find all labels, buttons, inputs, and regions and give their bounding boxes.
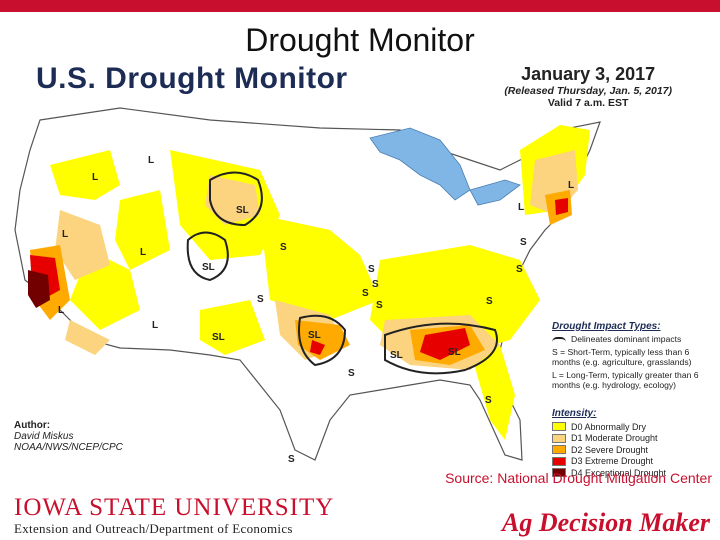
label-s: S: [368, 264, 375, 275]
d1-swatch: [552, 433, 566, 443]
label-sl: SL: [236, 205, 249, 216]
map-title: U.S. Drought Monitor: [36, 62, 348, 95]
label-s: S: [516, 264, 523, 275]
label-s: S: [376, 300, 383, 311]
impact-legend: Drought Impact Types: Delineates dominan…: [552, 322, 712, 393]
label-sl: SL: [390, 350, 403, 361]
impact-legend-title: Drought Impact Types:: [552, 321, 661, 332]
label-l: L: [568, 180, 574, 191]
legend-d3: D3 Extreme Drought: [571, 456, 654, 467]
label-s: S: [257, 294, 264, 305]
label-l: L: [58, 305, 64, 316]
great-lakes: [369, 127, 471, 201]
author-heading: Author:: [14, 420, 51, 431]
d2-swatch: [552, 445, 566, 455]
footer: [0, 488, 720, 540]
impact-labels: L L L L L L L L SL SL SL SL SL SL S S S …: [58, 155, 574, 465]
delineates-text: Delineates dominant impacts: [571, 334, 682, 344]
label-s: S: [485, 395, 492, 406]
date-block: January 3, 2017 (Released Thursday, Jan.…: [504, 64, 672, 109]
label-sl: SL: [448, 347, 461, 358]
label-l: L: [140, 247, 146, 258]
d0-swatch: [552, 422, 566, 432]
valid-time: Valid 7 a.m. EST: [547, 97, 629, 109]
label-s: S: [372, 279, 379, 290]
delineation-line-icon: [552, 336, 566, 342]
legend-d2: D2 Severe Drought: [571, 444, 649, 455]
ag-decision-maker-logo: Ag Decision Maker: [502, 508, 710, 537]
top-accent-bar: [0, 0, 720, 12]
label-l: L: [148, 155, 154, 166]
slide-title: Drought Monitor: [245, 22, 475, 58]
label-sl: SL: [212, 332, 225, 343]
label-s: S: [280, 242, 287, 253]
source-text: Source: National Drought Mitigation Cent…: [445, 470, 712, 486]
legend-d0: D0 Abnormally Dry: [571, 421, 647, 432]
d4-swatch: [552, 468, 566, 478]
label-s: S: [362, 288, 369, 299]
university-logo-text: Iowa State University: [14, 494, 335, 521]
map-date: January 3, 2017: [521, 64, 656, 84]
legend-d4: D4 Exceptional Drought: [571, 467, 667, 478]
label-l: L: [92, 172, 98, 183]
lake-erie: [469, 179, 521, 206]
label-l: L: [152, 320, 158, 331]
label-s: S: [520, 237, 527, 248]
d3-swatch: [552, 456, 566, 466]
d0-areas: [50, 125, 590, 440]
label-sl: SL: [308, 330, 321, 341]
author-name: David Miskus: [14, 431, 74, 442]
label-s: S: [486, 296, 493, 307]
label-l: L: [518, 202, 524, 213]
legend-d1: D1 Moderate Drought: [571, 433, 658, 444]
author-org: NOAA/NWS/NCEP/CPC: [14, 442, 123, 453]
author-block: Author: David Miskus NOAA/NWS/NCEP/CPC: [14, 420, 123, 453]
intensity-legend: Intensity: D0 Abnormally Dry D1 Moderate…: [552, 408, 712, 479]
d4-areas: [28, 270, 50, 308]
long-term-text: L = Long-Term, typically greater than 6 …: [552, 370, 699, 390]
extension-text: Extension and Outreach/Department of Eco…: [14, 521, 293, 536]
label-s: S: [348, 368, 355, 379]
label-s: S: [288, 454, 295, 465]
label-l: L: [62, 229, 68, 240]
intensity-legend-title: Intensity:: [552, 408, 597, 419]
label-sl: SL: [202, 262, 215, 273]
release-date: (Released Thursday, Jan. 5, 2017): [504, 85, 672, 97]
impact-lines: [186, 171, 498, 375]
short-term-text: S = Short-Term, typically less than 6 mo…: [552, 347, 692, 367]
